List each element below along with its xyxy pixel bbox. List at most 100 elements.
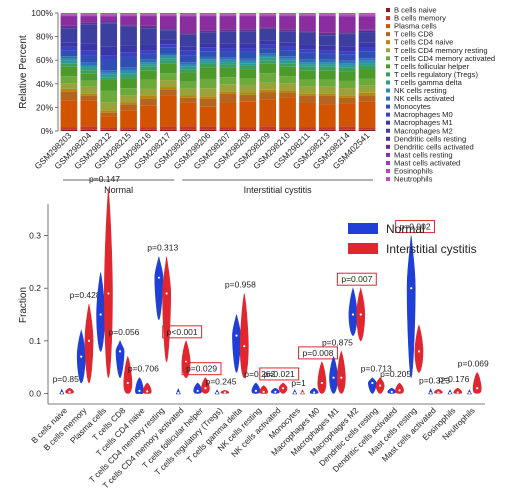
bar-segment-b-cells-memory: [100, 127, 118, 130]
violin-normal-median: [80, 355, 83, 358]
bar-segment-macrophages-m0: [120, 52, 137, 57]
bar-segment-macrophages-m0: [179, 50, 197, 56]
bar-segment-dendritic-cells-activated: [199, 30, 217, 32]
bar-segment-b-cells-memory: [318, 127, 336, 130]
bar-segment-b-cells-naive: [219, 129, 237, 131]
violin-interstitial-cystitis-median: [476, 387, 479, 390]
bar-segment-neutrophils: [80, 13, 98, 15]
legend-entry: Mast cells activated: [394, 158, 460, 167]
bar-segment-t-cells-follicular-helper: [358, 69, 376, 79]
legend-swatch: [386, 144, 390, 149]
bar-segment-t-cells-gamma-delta: [179, 66, 197, 70]
bar-segment-t-cells-cd8: [279, 92, 296, 98]
bar-segment-t-cells-cd4-memory-activated: [140, 79, 157, 89]
bar-segment-macrophages-m2: [299, 32, 316, 45]
p-value-label: p=0.069: [458, 358, 489, 368]
bar-segment-dendritic-cells-activated: [318, 32, 336, 35]
violin-interstitial-cystitis-median: [165, 292, 168, 295]
bar-segment-t-cells-follicular-helper: [179, 72, 197, 82]
violin-interstitial-cystitis: [201, 377, 210, 394]
bar-segment-monocytes: [358, 51, 376, 59]
bar-segment-dendritic-cells-resting: [299, 31, 316, 33]
violin-normal: [251, 382, 261, 394]
bar-segment-b-cells-memory: [219, 127, 237, 130]
bar-segment-t-cells-cd4-naive: [60, 88, 78, 92]
bar-segment-macrophages-m2: [219, 31, 237, 44]
p-value-box: [259, 367, 300, 381]
violin-normal: [96, 272, 106, 352]
bar-segment-nk-cells-resting: [239, 60, 257, 64]
violin-normal: [329, 355, 338, 394]
bar-segment-macrophages-m1: [318, 45, 336, 51]
bar-segment-t-cells-cd4-memory-resting: [299, 86, 316, 94]
violin-interstitial-cystitis: [142, 382, 152, 394]
bar-segment-mast-cells-resting: [100, 16, 118, 22]
violin-normal-median: [118, 350, 122, 353]
bar-segment-mast-cells-activated: [159, 15, 177, 17]
bar-segment-mast-cells-resting: [120, 16, 137, 25]
bar-segment-t-cells-follicular-helper: [140, 70, 157, 80]
violin-interstitial-cystitis-median: [301, 391, 304, 395]
group-label: Interstitial cystitis: [244, 185, 313, 195]
bar-segment-t-cells-cd8: [159, 89, 177, 96]
bar-segment-t-cells-gamma-delta: [100, 74, 118, 78]
violin-interstitial-cystitis-median: [68, 390, 71, 393]
bar-segment-t-cells-gamma-delta: [338, 65, 356, 68]
bar-segment-nk-cells-activated: [239, 58, 257, 61]
violin-normal-median: [274, 390, 277, 393]
violin-interstitial-cystitis-median: [146, 390, 149, 393]
legend-swatch: [348, 243, 378, 254]
bar-segment-eosinophils: [60, 14, 78, 16]
legend-swatch: [386, 96, 390, 101]
bar-segment-t-cells-cd4-naive: [199, 96, 217, 99]
bar-segment-plasma-cells: [179, 102, 197, 127]
bar-segment-monocytes: [100, 59, 118, 71]
bar-segment-eosinophils: [358, 14, 376, 16]
bar-segment-b-cells-memory: [239, 127, 257, 130]
bar-segment-mast-cells-activated: [80, 15, 98, 17]
bar-segment-t-cells-cd8: [199, 98, 217, 107]
bar-segment-t-cells-follicular-helper: [159, 63, 177, 74]
y-tick-label: 0.0: [29, 388, 41, 398]
bar-segment-eosinophils: [279, 14, 296, 16]
bar-segment-macrophages-m0: [279, 46, 296, 51]
legend-entry: Normal: [386, 222, 425, 236]
bar-segment-t-cells-cd4-naive: [318, 93, 336, 96]
violin-normal: [232, 314, 241, 373]
bar-segment-macrophages-m1: [159, 39, 177, 45]
bar-segment-mast-cells-activated: [120, 15, 137, 17]
violin-normal-median: [390, 390, 393, 393]
p-value-box: [162, 325, 203, 339]
bar-segment-dendritic-cells-activated: [179, 32, 197, 34]
violin-interstitial-cystitis: [259, 385, 269, 394]
bar-segment-plasma-cells: [140, 105, 157, 128]
bar-segment-t-cells-regulatory-tregs-: [179, 69, 197, 73]
bar-segment-t-cells-regulatory-tregs-: [159, 60, 177, 64]
violin-interstitial-cystitis: [181, 340, 191, 378]
bar-segment-nk-cells-resting: [199, 59, 217, 62]
bar-segment-neutrophils: [358, 13, 376, 15]
bar-segment-t-cells-gamma-delta: [140, 64, 157, 67]
bar-segment-nk-cells-activated: [199, 56, 217, 60]
bar-segment-macrophages-m0: [159, 44, 177, 48]
bar-segment-b-cells-naive: [80, 129, 98, 131]
bar-segment-dendritic-cells-resting: [60, 27, 78, 29]
p-value-label: p=0.428: [70, 290, 101, 300]
bar-segment-monocytes: [338, 54, 356, 61]
bar-segment-macrophages-m1: [219, 43, 237, 49]
legend-entry: Neutrophils: [394, 175, 433, 184]
bar-segment-macrophages-m0: [318, 50, 336, 54]
bar-segment-macrophages-m0: [239, 48, 257, 52]
y-tick-label: 0.3: [29, 231, 41, 241]
legend-swatch: [386, 72, 390, 77]
p-value-box: [181, 362, 222, 376]
legend-swatch: [386, 48, 390, 53]
bar-segment-plasma-cells: [100, 116, 118, 128]
bar-segment-mast-cells-resting: [279, 16, 296, 30]
bar-segment-monocytes: [318, 53, 336, 60]
bar-segment-mast-cells-activated: [299, 15, 316, 17]
legend-swatch: [386, 32, 390, 37]
bar-segment-nk-cells-resting: [80, 65, 98, 68]
legend-entry: T cells regulatory (Tregs): [394, 70, 478, 79]
bar-segment-eosinophils: [239, 14, 257, 16]
